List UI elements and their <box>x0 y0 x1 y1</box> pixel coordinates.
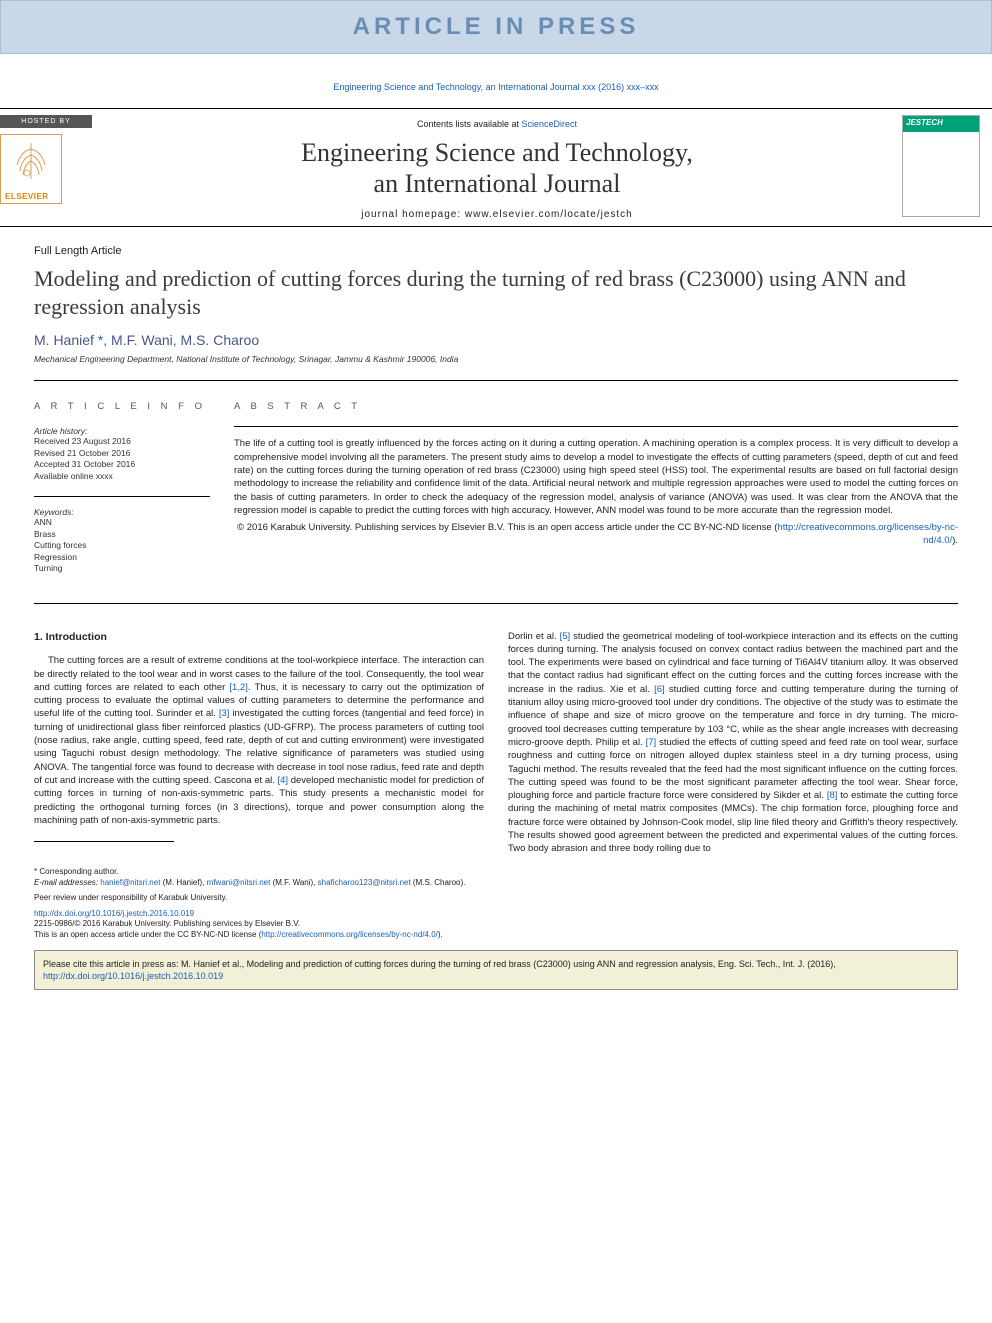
author-3[interactable]: M.S. Charoo <box>181 332 260 348</box>
meta-abstract-row: A R T I C L E I N F O Article history: R… <box>34 380 958 603</box>
intro-paragraph: The cutting forces are a result of extre… <box>34 654 484 827</box>
email-1-name: (M. Hanief), <box>160 878 206 887</box>
keyword-5: Turning <box>34 563 210 574</box>
journal-header: HOSTED BY ELSEVIER Contents lists availa… <box>0 108 992 227</box>
journal-homepage-line: journal homepage: www.elsevier.com/locat… <box>100 209 894 220</box>
authors-line: M. Hanief *, M.F. Wani, M.S. Charoo <box>34 332 958 348</box>
email-2[interactable]: mfwani@nitsri.net <box>207 878 271 887</box>
footnote-separator <box>34 841 174 842</box>
open-access-line: This is an open access article under the… <box>0 929 992 940</box>
column-left: 1. Introduction The cutting forces are a… <box>34 630 484 856</box>
keyword-2: Brass <box>34 529 210 540</box>
email-3[interactable]: shaficharoo123@nitsri.net <box>318 878 411 887</box>
ref-6[interactable]: [6] <box>654 684 665 695</box>
elsevier-logo: ELSEVIER <box>0 134 62 204</box>
article-info-column: A R T I C L E I N F O Article history: R… <box>34 401 234 588</box>
ref-3[interactable]: [3] <box>219 708 230 719</box>
fn-peer-review: Peer review under responsibility of Kara… <box>34 892 958 903</box>
homepage-pre: journal homepage: <box>361 209 465 220</box>
article-type: Full Length Article <box>34 245 958 257</box>
keyword-3: Cutting forces <box>34 540 210 551</box>
column-right: Dorlin et al. [5] studied the geometrica… <box>508 630 958 856</box>
fn-corresponding: * Corresponding author. <box>34 866 958 877</box>
journal-name-line1: Engineering Science and Technology, <box>100 137 894 168</box>
email-1[interactable]: hanief@nitsri.net <box>100 878 160 887</box>
cover-brand-label: JESTECH <box>903 116 979 132</box>
hosted-by-box: HOSTED BY ELSEVIER <box>0 115 92 220</box>
author-2[interactable]: M.F. Wani <box>111 332 173 348</box>
sciencedirect-link[interactable]: ScienceDirect <box>522 119 578 129</box>
cite-doi-link[interactable]: http://dx.doi.org/10.1016/j.jestch.2016.… <box>43 971 223 981</box>
cite-pre: Please cite this article in press as: M.… <box>43 959 836 969</box>
journal-cover-box: JESTECH <box>902 115 992 220</box>
citation-box: Please cite this article in press as: M.… <box>34 950 958 990</box>
history-label: Article history: <box>34 426 210 436</box>
ref-8[interactable]: [8] <box>827 790 838 801</box>
license-line: © 2016 Karabuk University. Publishing se… <box>234 521 958 548</box>
history-revised: Revised 21 October 2016 <box>34 448 210 459</box>
journal-name-line2: an International Journal <box>100 168 894 199</box>
homepage-url[interactable]: www.elsevier.com/locate/jestch <box>465 209 633 220</box>
keyword-1: ANN <box>34 517 210 528</box>
issn-copyright-line: 2215-0986/© 2016 Karabuk University. Pub… <box>0 918 992 929</box>
email-2-name: (M.F. Wani), <box>270 878 317 887</box>
article-info-heading: A R T I C L E I N F O <box>34 401 210 412</box>
abstract-text: The life of a cutting tool is greatly in… <box>234 437 958 517</box>
fn-emails: E-mail addresses: hanief@nitsri.net (M. … <box>34 877 958 888</box>
elsevier-tree-icon <box>11 141 51 181</box>
fn-email-label: E-mail addresses: <box>34 878 98 887</box>
abstract-heading: A B S T R A C T <box>234 401 958 412</box>
journal-ref-link[interactable]: Engineering Science and Technology, an I… <box>333 82 658 92</box>
author-1[interactable]: M. Hanief <box>34 332 94 348</box>
corresponding-star-icon: * <box>94 332 103 348</box>
abstract-column: A B S T R A C T The life of a cutting to… <box>234 401 958 588</box>
keywords-label: Keywords: <box>34 507 210 517</box>
history-accepted: Accepted 31 October 2016 <box>34 459 210 470</box>
doi-link[interactable]: http://dx.doi.org/10.1016/j.jestch.2016.… <box>34 909 194 918</box>
section-1-heading: 1. Introduction <box>34 630 484 645</box>
article-in-press-banner: ARTICLE IN PRESS <box>0 0 992 54</box>
ref-7[interactable]: [7] <box>646 737 657 748</box>
license-pre: © 2016 Karabuk University. Publishing se… <box>237 522 777 533</box>
oa-link[interactable]: http://creativecommons.org/licenses/by-n… <box>261 930 438 939</box>
ref-5[interactable]: [5] <box>560 631 571 642</box>
oa-pre: This is an open access article under the… <box>34 930 261 939</box>
affiliation: Mechanical Engineering Department, Natio… <box>34 354 958 364</box>
footnotes: * Corresponding author. E-mail addresses… <box>0 866 992 904</box>
ref-1-2[interactable]: [1,2] <box>229 682 248 693</box>
hosted-by-label: HOSTED BY <box>0 115 92 128</box>
history-online: Available online xxxx <box>34 471 210 482</box>
license-link[interactable]: http://creativecommons.org/licenses/by-n… <box>777 522 958 546</box>
c2-a: Dorlin et al. <box>508 631 560 642</box>
email-3-name: (M.S. Charoo). <box>411 878 466 887</box>
history-received: Received 23 August 2016 <box>34 436 210 447</box>
journal-reference-line: Engineering Science and Technology, an I… <box>0 54 992 108</box>
contents-pre: Contents lists available at <box>417 119 522 129</box>
doi-line: http://dx.doi.org/10.1016/j.jestch.2016.… <box>0 903 992 918</box>
ref-4[interactable]: [4] <box>278 775 289 786</box>
body-columns: 1. Introduction The cutting forces are a… <box>34 630 958 856</box>
abstract-rule <box>234 426 958 427</box>
journal-cover-thumb: JESTECH <box>902 115 980 217</box>
meta-divider <box>34 496 210 497</box>
oa-post: ). <box>438 930 443 939</box>
elsevier-wordmark: ELSEVIER <box>5 192 49 201</box>
article-title: Modeling and prediction of cutting force… <box>34 265 958 320</box>
fn-corr-text: Corresponding author. <box>39 867 118 876</box>
col2-paragraph: Dorlin et al. [5] studied the geometrica… <box>508 630 958 856</box>
license-post: ). <box>952 535 958 546</box>
header-center: Contents lists available at ScienceDirec… <box>92 115 902 220</box>
contents-available-line: Contents lists available at ScienceDirec… <box>100 119 894 129</box>
keyword-4: Regression <box>34 552 210 563</box>
